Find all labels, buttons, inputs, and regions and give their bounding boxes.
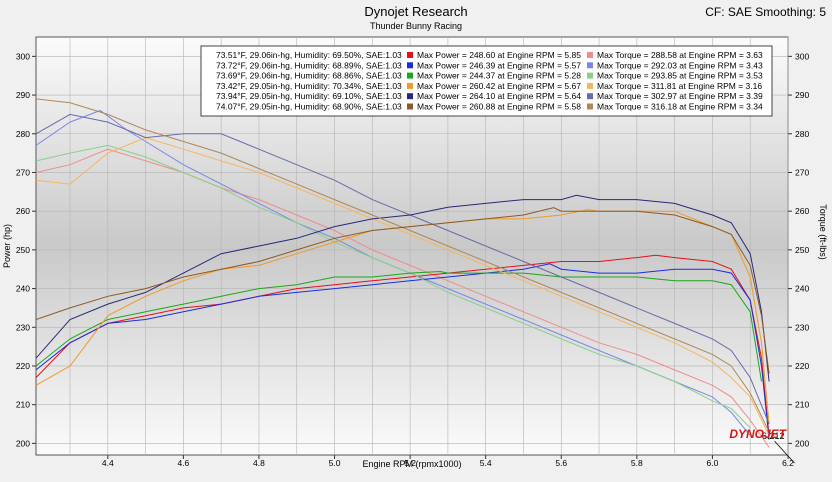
power-line-run-2 (36, 263, 770, 440)
y-axis-right: 200 210 220 230 240 250 260 270 280 290 300 (788, 51, 809, 448)
y2-tick-label: 300 (795, 51, 809, 61)
legend-power-label: Max Power = 244.37 at Engine RPM = 5.28 (417, 71, 581, 81)
chart-title: Dynojet Research (364, 4, 467, 19)
y-axis-left: 200 210 220 230 240 250 260 270 280 290 300 (16, 51, 36, 448)
x-tick-label: 5.6 (555, 458, 567, 468)
legend-torque-label: Max Torque = 292.03 at Engine RPM = 3.43 (597, 60, 763, 70)
legend-torque-label: Max Torque = 302.97 at Engine RPM = 3.39 (597, 91, 763, 101)
y2-tick-label: 200 (795, 438, 809, 448)
torque-line-run-6 (36, 98, 770, 433)
x-tick-label: 5.0 (329, 458, 341, 468)
legend-conditions: 73.51°F, 29.06in-hg, Humidity: 69.50%, S… (216, 50, 402, 60)
x-tick-label: 5.8 (631, 458, 643, 468)
power-line-run-1 (36, 254, 770, 436)
annotation-label: 6.212 (762, 431, 785, 441)
y-tick-label: 230 (16, 322, 30, 332)
y-tick-label: 200 (16, 438, 30, 448)
legend-power-swatch (407, 62, 413, 69)
power-line-run-5 (36, 194, 770, 382)
y2-tick-label: 250 (795, 245, 809, 255)
y-tick-label: 250 (16, 245, 30, 255)
x-axis: 4.4 4.6 4.8 5.0 5.2 5.4 5.6 5.8 6.0 6.2 (102, 455, 794, 468)
annotation-pointer (774, 440, 795, 464)
legend-conditions: 73.42°F, 29.05in-hg, Humidity: 70.34%, S… (216, 81, 402, 91)
legend-power-label: Max Power = 246.39 at Engine RPM = 5.57 (417, 60, 581, 70)
legend-power-swatch (407, 52, 413, 58)
y2-tick-label: 220 (795, 361, 809, 371)
legend-conditions: 73.94°F, 29.05in-hg, Humidity: 69.10%, S… (216, 91, 402, 101)
legend-torque-swatch (587, 62, 593, 69)
legend-power-label: Max Power = 248.60 at Engine RPM = 5.85 (417, 50, 581, 60)
legend-torque-label: Max Torque = 288.58 at Engine RPM = 3.63 (597, 50, 763, 60)
legend-power-swatch (407, 93, 413, 100)
legend-power-swatch (407, 103, 413, 110)
y-tick-label: 270 (16, 167, 30, 177)
legend-box (200, 45, 773, 117)
legend-torque-label: Max Torque = 293.85 at Engine RPM = 3.53 (597, 71, 763, 81)
y2-tick-label: 270 (795, 167, 809, 177)
legend-conditions: 73.69°F, 29.06in-hg, Humidity: 68.86%, S… (216, 71, 402, 81)
chart-subtitle: Thunder Bunny Racing (370, 21, 462, 31)
x-tick-label: 6.2 (782, 458, 794, 468)
y-tick-label: 290 (16, 90, 30, 100)
correction-label: CF: SAE Smoothing: 5 (705, 5, 826, 19)
y2-tick-label: 240 (795, 284, 809, 294)
y2-tick-label: 230 (795, 322, 809, 332)
power-line-run-6 (36, 207, 770, 374)
x-tick-label: 4.4 (102, 458, 114, 468)
y-tick-label: 260 (16, 206, 30, 216)
y-axis-title: Power (hp) (2, 224, 12, 268)
x-tick-label: 6.0 (707, 458, 719, 468)
legend-torque-swatch (587, 103, 593, 110)
y2-axis-title: Torque (ft-lbs) (818, 204, 828, 260)
legend-power-label: Max Power = 260.88 at Engine RPM = 5.58 (417, 102, 581, 112)
logo-text: DYNOJET (729, 427, 787, 441)
y-tick-label: 240 (16, 284, 30, 294)
legend-torque-swatch (587, 72, 593, 79)
y-tick-label: 210 (16, 400, 30, 410)
legend-conditions: 74.07°F, 29.05in-hg, Humidity: 68.90%, S… (216, 102, 402, 112)
y2-tick-label: 260 (795, 206, 809, 216)
legend-power-label: Max Power = 264.10 at Engine RPM = 5.64 (417, 91, 581, 101)
rpm-annotation: 6.212 (762, 431, 795, 464)
legend-torque-label: Max Torque = 316.18 at Engine RPM = 3.34 (597, 102, 763, 112)
series-group (36, 98, 770, 448)
y-tick-label: 220 (16, 361, 30, 371)
x-tick-label: 4.8 (253, 458, 265, 468)
dynojet-logo: DYNOJET (729, 427, 787, 441)
legend-conditions: 73.72°F, 29.06in-hg, Humidity: 68.89%, S… (216, 60, 402, 70)
y2-tick-label: 210 (795, 400, 809, 410)
y-tick-label: 300 (16, 51, 30, 61)
y-tick-label: 280 (16, 129, 30, 139)
legend-torque-label: Max Torque = 311.81 at Engine RPM = 3.16 (597, 81, 762, 91)
x-tick-label: 5.2 (404, 458, 416, 468)
legend-torque-swatch (587, 52, 593, 58)
legend-torque-swatch (587, 93, 593, 100)
legend-power-swatch (407, 72, 413, 79)
x-axis-title: Engine RPM (rpmx1000) (362, 459, 461, 469)
y2-tick-label: 290 (795, 90, 809, 100)
torque-line-run-1 (36, 148, 770, 448)
legend-power-label: Max Power = 260.42 at Engine RPM = 5.67 (417, 81, 581, 91)
legend-torque-swatch (587, 82, 593, 89)
x-tick-label: 5.4 (480, 458, 492, 468)
x-tick-label: 4.6 (177, 458, 189, 468)
legend-power-swatch (407, 82, 413, 89)
torque-line-run-4 (36, 137, 770, 436)
power-line-run-3 (36, 270, 762, 382)
y2-tick-label: 280 (795, 129, 809, 139)
legend: 73.51°F, 29.06in-hg, Humidity: 69.50%, S… (200, 45, 773, 117)
